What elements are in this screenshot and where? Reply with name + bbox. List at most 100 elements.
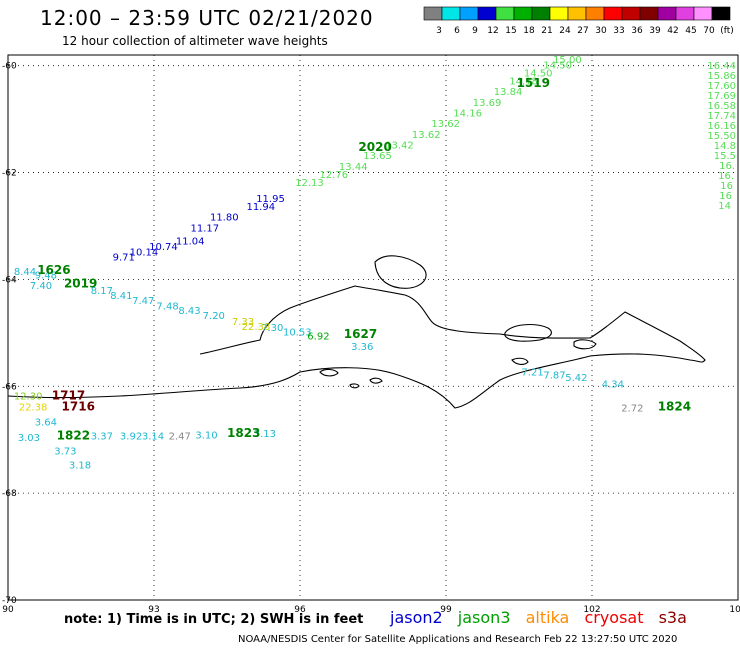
colorbar-tick-label: 33 — [613, 26, 624, 36]
wave-height-label: 8.44 — [14, 267, 36, 278]
island-north — [374, 255, 427, 289]
colorbar-tick-label: 39 — [649, 26, 661, 36]
wave-height-label: 16.44 — [707, 61, 736, 72]
wave-height-label: 14.18 — [509, 76, 538, 87]
wave-height-label: 14.50 — [543, 60, 572, 71]
y-tick-label: -60 — [2, 62, 17, 72]
wave-height-label: 8.41 — [110, 291, 132, 302]
legend-cryosat: cryosat — [584, 608, 644, 627]
wave-height-label: 17.60 — [707, 81, 736, 92]
x-tick-label: 99 — [440, 605, 452, 615]
colorbar-tick-label: 6 — [454, 26, 460, 36]
colorbar-tick-label: 45 — [685, 26, 696, 36]
colorbar-tick-label: 21 — [541, 26, 552, 36]
wave-height-label: 7.87 — [543, 370, 565, 381]
colorbar-tick-label: 30 — [595, 26, 607, 36]
legend-jason2: jason2 — [390, 608, 443, 627]
wave-height-label: 3.10 — [195, 431, 217, 442]
island-east-2 — [573, 339, 597, 350]
wave-height-label: 7.40 — [30, 281, 52, 292]
time-label: 1716 — [62, 399, 95, 413]
colorbar-tick-label: 27 — [577, 26, 588, 36]
wave-height-label: 13.42 — [385, 141, 414, 152]
wave-height-label: 7.33 — [232, 317, 254, 328]
wave-height-label: 3.37 — [91, 432, 113, 443]
time-label: 1717 — [52, 389, 85, 403]
wave-height-label: 3.73 — [54, 447, 76, 458]
wave-height-label: 3.92 — [120, 432, 142, 443]
wave-height-label: 17.74 — [707, 111, 736, 122]
y-tick-label: -68 — [2, 489, 17, 499]
time-label: 2020 — [358, 140, 391, 154]
y-tick-label: -70 — [2, 596, 17, 606]
wave-height-label: 7.48 — [156, 301, 178, 312]
wave-height-label: 11.17 — [191, 223, 220, 234]
footer-credit: NOAA/NESDIS Center for Satellite Applica… — [238, 634, 678, 645]
wave-height-label: 8.17 — [91, 286, 113, 297]
wave-height-label: 10.74 — [149, 242, 178, 253]
legend-altika: altika — [525, 608, 570, 627]
wave-height-label: 3.13 — [254, 429, 276, 440]
x-tick-label: 96 — [294, 605, 306, 615]
y-tick-label: -62 — [2, 169, 17, 179]
wave-height-label: 11.04 — [176, 237, 205, 248]
wave-height-label: 5.42 — [565, 373, 587, 384]
wave-height-label: 13.69 — [473, 98, 502, 109]
wave-height-label: 12.76 — [319, 170, 348, 181]
wave-height-label: 15.50 — [707, 131, 736, 142]
island-south-3 — [369, 377, 383, 384]
legend-jason3: jason3 — [457, 608, 511, 627]
colorbar-tick-label: 15 — [505, 26, 516, 36]
satellite-legend: jason2 jason3 altika cryosat s3a — [390, 608, 697, 627]
wave-height-label: 3.03 — [18, 433, 40, 444]
wave-height-label: 8.43 — [178, 306, 200, 317]
wave-height-label: 22.38 — [19, 402, 48, 413]
wave-height-label: 13.65 — [363, 151, 392, 162]
wave-height-label: 10.53 — [283, 328, 312, 339]
wave-height-label: 14.16 — [453, 108, 482, 119]
coastline-path — [7, 285, 706, 409]
time-label: 1823 — [227, 426, 260, 440]
wave-height-label: 12.13 — [295, 178, 324, 189]
colorbar-tick-label: 3 — [436, 26, 442, 36]
wave-height-label: 7.20 — [203, 311, 225, 322]
island-south-4 — [349, 383, 360, 389]
island-east — [504, 324, 552, 342]
wave-height-label: 14 — [718, 201, 731, 212]
time-label: 1626 — [37, 263, 70, 277]
colorbar-tick-label: (ft) — [720, 26, 734, 36]
x-tick-label: 90 — [2, 605, 14, 615]
wave-height-label: 16. — [719, 161, 735, 172]
time-label: 2019 — [64, 276, 97, 290]
x-tick-label: 105 — [729, 605, 740, 615]
wave-height-label: 11.80 — [210, 213, 239, 224]
x-tick-label: 93 — [148, 605, 159, 615]
wave-height-label: 7.30 — [261, 323, 283, 334]
wave-height-label: 16 — [719, 191, 732, 202]
wave-height-label: 11.95 — [256, 194, 285, 205]
wave-height-label: 15.86 — [707, 71, 736, 82]
units-note: note: 1) Time is in UTC; 2) SWH is in fe… — [64, 612, 364, 627]
wave-height-label: 9.48 — [35, 270, 57, 281]
wave-height-label: 3.36 — [351, 342, 373, 353]
time-label: 1824 — [658, 399, 691, 413]
wave-height-label: 16.16 — [707, 121, 736, 132]
wave-height-label: 17.69 — [707, 91, 736, 102]
island-south-2 — [511, 357, 529, 365]
colorbar-tick-label: 24 — [559, 26, 571, 36]
wave-height-label: 15.5 — [714, 151, 736, 162]
wave-height-label: 6.92 — [307, 331, 329, 342]
wave-height-label: 15.00 — [553, 55, 582, 66]
wave-height-label: 13.62 — [412, 130, 441, 141]
wave-height-label: 7.21 — [521, 368, 543, 379]
colorbar: 3 6 9 12 15 18 21 24 27 30 33 36 39 42 45 70 (ft) — [423, 6, 734, 36]
colorbar-swatch — [711, 6, 731, 21]
wave-height-label: 9.71 — [113, 253, 135, 264]
wave-height-label: 13.44 — [339, 162, 368, 173]
wave-height-label: 14.50 — [524, 68, 553, 79]
wave-height-label: 11.94 — [246, 202, 275, 213]
grid-lines — [8, 55, 738, 601]
wave-height-label: 4.34 — [602, 379, 624, 390]
time-label: 1822 — [57, 429, 90, 443]
